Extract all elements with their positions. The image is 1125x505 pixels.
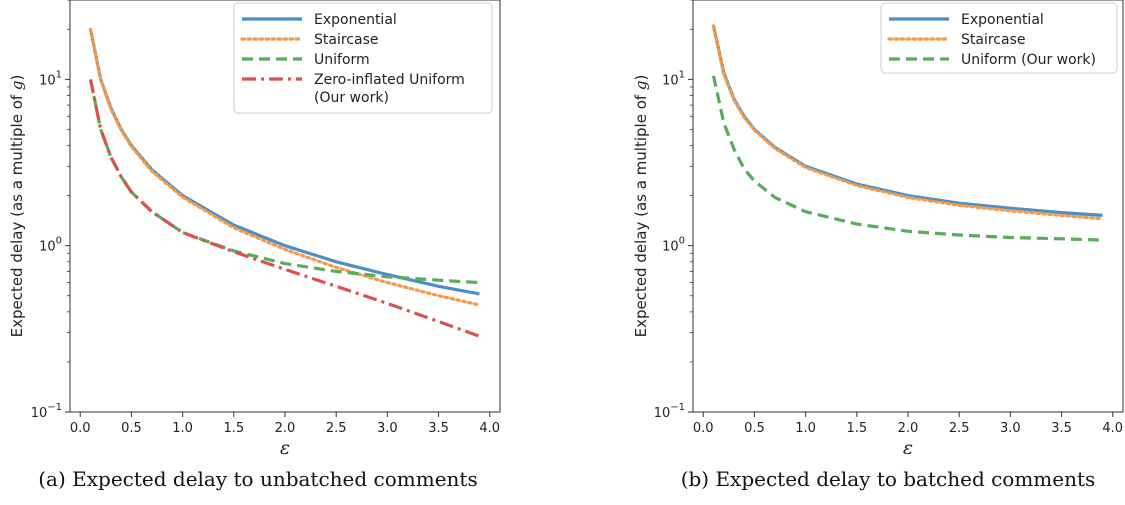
legend-label: Exponential	[314, 12, 397, 28]
x-tick-label: 1.5	[223, 421, 244, 436]
x-tick-label: 2.0	[898, 421, 919, 436]
x-tick-label: 0.0	[70, 421, 91, 436]
x-tick-label: 3.0	[377, 421, 398, 436]
x-tick-label: 4.0	[1102, 421, 1123, 436]
legend-label: Zero-inflated Uniform (Our work)	[314, 72, 465, 106]
x-tick-label: 3.0	[1000, 421, 1021, 436]
x-tick-label: 2.5	[326, 421, 347, 436]
y-tick-label: 10−1	[654, 402, 685, 421]
y-tick-label: 101	[39, 69, 62, 88]
x-tick-label: 0.0	[693, 421, 714, 436]
x-tick-label: 0.5	[744, 421, 765, 436]
x-tick-label: 0.5	[121, 421, 142, 436]
x-tick-label: 1.5	[846, 421, 867, 436]
legend: Exponential Staircase Uniform (Our work)	[880, 2, 1118, 74]
series-line-uniform-our-work-	[711, 75, 1103, 242]
legend-label: Uniform	[314, 52, 370, 68]
y-tick-label: 100	[39, 236, 62, 255]
legend-label: Exponential	[961, 12, 1044, 28]
chart-panel-a: 0.0 0.5 1.0 1.5 2.0 2.5 3.0 3.5 4.0 10−1 100 101 ε Ex…	[8, 0, 501, 491]
x-tick-label: 2.0	[275, 421, 296, 436]
series-line-staircase	[711, 24, 1105, 221]
y-tick-label: 101	[662, 69, 685, 88]
x-tick-label: 2.5	[949, 421, 970, 436]
legend-box	[233, 2, 493, 114]
y-axis-label: Expected delay (as a multiple of g)	[632, 75, 650, 338]
x-tick-label: 1.0	[172, 421, 193, 436]
figure-caption: (b) Expected delay to batched comments	[681, 467, 1096, 491]
x-tick-label: 3.5	[428, 421, 449, 436]
figure-caption: (a) Expected delay to unbatched comments	[38, 467, 477, 491]
y-tick-label: 100	[662, 236, 685, 255]
legend-label: Staircase	[961, 32, 1025, 48]
y-tick-label: 10−1	[31, 402, 62, 421]
x-axis-label: ε	[280, 437, 290, 459]
series-line-uniform	[88, 79, 480, 285]
legend-label: Uniform (Our work)	[961, 52, 1096, 68]
legend-label: Staircase	[314, 32, 378, 48]
x-tick-label: 4.0	[479, 421, 500, 436]
chart-panel-b: 0.0 0.5 1.0 1.5 2.0 2.5 3.0 3.5 4.0 10−1 100 101 ε Ex…	[632, 0, 1124, 491]
x-tick-label: 1.0	[795, 421, 816, 436]
y-axis-label: Expected delay (as a multiple of g)	[8, 75, 26, 338]
x-axis-label: ε	[903, 437, 913, 459]
series-line-zero-inflated-uniform	[88, 79, 481, 338]
series-line-staircase	[88, 27, 482, 307]
x-tick-label: 3.5	[1051, 421, 1072, 436]
legend: Exponential Staircase Uniform Zero-inflated…	[233, 2, 493, 114]
